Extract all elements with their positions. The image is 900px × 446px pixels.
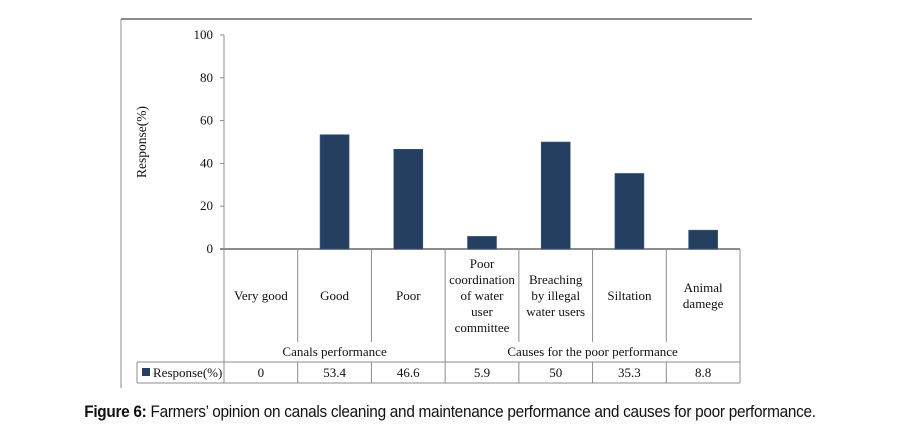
- bar: [688, 229, 718, 250]
- x-category-label-line: of water: [461, 288, 505, 303]
- x-category-label: Poor coordination of water user committee: [449, 256, 515, 335]
- bar: [319, 134, 350, 250]
- x-category-label-line: Siltation: [607, 288, 652, 303]
- x-category-label-line: Animal: [684, 280, 723, 295]
- figure-caption: Figure 6: Farmers’ opinion on canals cle…: [32, 403, 869, 422]
- x-category-label-line: Poor: [396, 288, 421, 303]
- bar: [614, 173, 645, 250]
- x-category-label-line: Good: [320, 288, 349, 303]
- x-category-label-line: damege: [683, 296, 724, 311]
- bar-chart: 0 20 40 60 80 100 Response(%) Very good Good Poo…: [120, 18, 752, 388]
- x-category-label-line: water users: [526, 304, 585, 319]
- y-tick-label: 40: [200, 155, 213, 170]
- bar: [393, 148, 424, 250]
- data-table-value: 46.6: [397, 365, 420, 380]
- x-group-label: Canals performance: [282, 344, 387, 359]
- data-table-value: 50: [549, 365, 562, 380]
- x-category-label-line: coordination: [449, 272, 515, 287]
- x-category-label-line: Breaching: [529, 272, 583, 287]
- bar: [467, 236, 497, 250]
- x-category-label: Animal damege: [683, 280, 724, 311]
- y-tick-label: 0: [207, 241, 214, 256]
- caption-text: Farmers’ opinion on canals cleaning and …: [146, 403, 816, 421]
- data-table-value: 53.4: [323, 365, 346, 380]
- data-table-value: 5.9: [474, 365, 490, 380]
- x-category-label: Very good: [234, 288, 288, 303]
- legend-label: Response(%): [153, 365, 222, 380]
- x-category-label-line: Very good: [234, 288, 288, 303]
- bar: [540, 141, 571, 250]
- y-tick-label: 100: [194, 27, 214, 42]
- legend-swatch: [142, 368, 150, 376]
- x-category-label-line: Poor: [470, 256, 495, 271]
- x-category-label-line: committee: [455, 320, 510, 335]
- x-category-label: Breaching by illegal water users: [526, 272, 585, 319]
- y-tick-label: 60: [200, 113, 213, 128]
- y-axis-title: Response(%): [134, 106, 149, 178]
- x-category-label: Siltation: [607, 288, 652, 303]
- y-tick-label: 80: [200, 70, 213, 85]
- caption-label: Figure 6:: [84, 403, 147, 421]
- data-table-value: 8.8: [695, 365, 711, 380]
- x-category-label-line: by illegal: [531, 288, 580, 303]
- y-tick-label: 20: [200, 198, 213, 213]
- data-table-value: 35.3: [618, 365, 641, 380]
- x-group-label: Causes for the poor performance: [507, 344, 678, 359]
- x-category-label: Good: [320, 288, 349, 303]
- x-category-label-line: user: [471, 304, 493, 319]
- data-table-value: 0: [258, 365, 265, 380]
- x-category-label: Poor: [396, 288, 421, 303]
